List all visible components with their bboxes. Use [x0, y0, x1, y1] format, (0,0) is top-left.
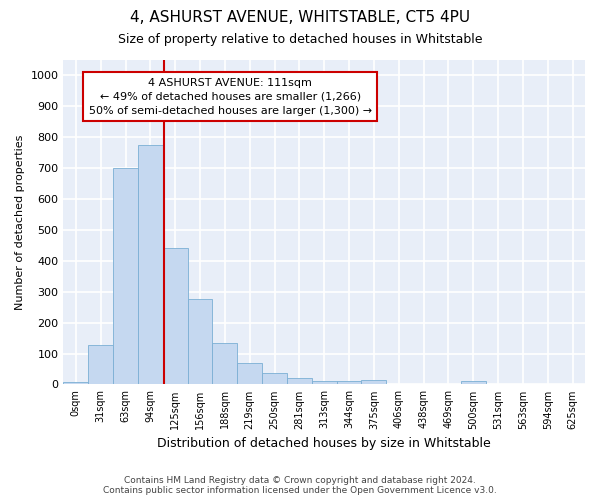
- Bar: [113, 168, 138, 384]
- Bar: [461, 382, 485, 384]
- Bar: [138, 145, 163, 384]
- Bar: [188, 300, 212, 384]
- Bar: [337, 382, 361, 384]
- Bar: [163, 248, 188, 384]
- Bar: [262, 372, 287, 384]
- Text: 4, ASHURST AVENUE, WHITSTABLE, CT5 4PU: 4, ASHURST AVENUE, WHITSTABLE, CT5 4PU: [130, 10, 470, 25]
- Bar: [88, 345, 113, 385]
- Bar: [361, 380, 386, 384]
- Text: Size of property relative to detached houses in Whitstable: Size of property relative to detached ho…: [118, 32, 482, 46]
- Bar: [287, 378, 312, 384]
- Bar: [212, 344, 237, 384]
- Bar: [64, 382, 88, 384]
- Y-axis label: Number of detached properties: Number of detached properties: [15, 134, 25, 310]
- X-axis label: Distribution of detached houses by size in Whitstable: Distribution of detached houses by size …: [157, 437, 491, 450]
- Text: 4 ASHURST AVENUE: 111sqm
← 49% of detached houses are smaller (1,266)
50% of sem: 4 ASHURST AVENUE: 111sqm ← 49% of detach…: [89, 78, 372, 116]
- Bar: [312, 382, 337, 384]
- Text: Contains HM Land Registry data © Crown copyright and database right 2024.
Contai: Contains HM Land Registry data © Crown c…: [103, 476, 497, 495]
- Bar: [237, 364, 262, 384]
